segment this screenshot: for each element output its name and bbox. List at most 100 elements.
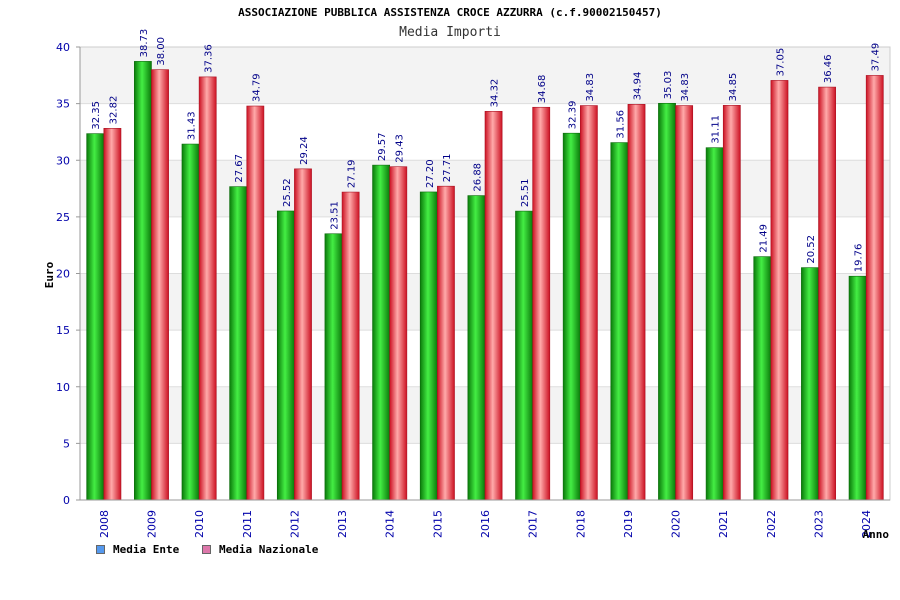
bars: [86, 61, 884, 501]
bar-ente: [801, 267, 819, 501]
bar-nazionale: [151, 69, 169, 501]
legend-label-ente: Media Ente: [113, 543, 180, 556]
x-tick-label: 2013: [336, 510, 349, 538]
data-label-ente: 21.49: [758, 224, 769, 253]
y-tick-label: 0: [63, 494, 70, 507]
bar-nazionale: [294, 168, 312, 501]
bar-ente: [419, 191, 438, 501]
bar-ente: [324, 233, 343, 501]
bar-nazionale: [579, 105, 598, 501]
bar-ente: [229, 186, 248, 501]
bar-ente: [86, 133, 105, 501]
x-tick-label: 2020: [670, 510, 683, 538]
bar-nazionale: [532, 106, 551, 501]
data-label-nazionale: 37.36: [204, 44, 215, 73]
bar-nazionale: [627, 104, 646, 501]
y-tick-label: 5: [63, 437, 70, 450]
data-label-nazionale: 37.49: [871, 43, 882, 72]
bar-ente: [610, 142, 629, 501]
y-axis: 0 5 10 15 20 25 30 35 40: [56, 41, 81, 507]
data-label-ente: 26.88: [472, 163, 483, 192]
x-tick-label: 2023: [813, 510, 826, 538]
data-label-nazionale: 32.82: [108, 96, 119, 125]
y-tick-label: 10: [56, 381, 70, 394]
legend-item-ente: Media Ente: [96, 543, 179, 556]
bar-ente: [467, 195, 486, 501]
x-tick-label: 2008: [98, 510, 111, 538]
bar-nazionale: [484, 111, 503, 501]
bar-nazionale: [865, 75, 884, 501]
bar-nazionale: [770, 80, 789, 501]
data-label-ente: 31.11: [711, 115, 722, 144]
bar-ente: [372, 164, 391, 501]
bar-ente: [705, 147, 724, 501]
x-tick-label: 2022: [765, 510, 778, 538]
bar-ente: [848, 275, 867, 501]
bar-nazionale: [246, 105, 265, 501]
x-tick-label: 2011: [241, 510, 254, 538]
data-label-ente: 32.35: [91, 101, 102, 130]
x-tick-label: 2015: [431, 510, 444, 538]
data-label-nazionale: 34.68: [537, 75, 548, 104]
x-tick-label: 2019: [622, 510, 635, 538]
data-label-nazionale: 34.79: [251, 73, 262, 102]
data-label-ente: 32.39: [568, 101, 579, 130]
y-tick-label: 35: [56, 98, 70, 111]
data-label-nazionale: 36.46: [823, 54, 834, 83]
data-label-nazionale: 29.24: [299, 136, 310, 165]
bar-ente: [515, 210, 533, 501]
data-label-nazionale: 34.32: [490, 79, 501, 108]
bar-ente: [276, 210, 295, 501]
legend-swatch-nazionale: [202, 545, 211, 554]
legend-label-nazionale: Media Nazionale: [219, 543, 319, 556]
bar-ente: [753, 256, 772, 501]
y-tick-label: 40: [56, 41, 70, 54]
data-label-ente: 35.03: [663, 71, 674, 100]
data-label-ente: 23.51: [329, 201, 340, 230]
x-tick-label: 2017: [527, 510, 540, 538]
x-tick-label: 2021: [717, 510, 730, 538]
x-axis: 2008 2009 2010 2011 2012 2013 2014 2015 2016 2017…: [80, 499, 890, 538]
data-label-nazionale: 38.00: [156, 37, 167, 66]
data-label-ente: 27.20: [425, 159, 436, 188]
bar-nazionale: [818, 86, 836, 501]
data-label-ente: 29.57: [377, 132, 388, 161]
y-tick-label: 15: [56, 324, 70, 337]
data-label-nazionale: 34.85: [728, 73, 739, 102]
y-tick-label: 20: [56, 268, 70, 281]
data-label-nazionale: 27.19: [347, 159, 358, 188]
data-label-ente: 25.52: [282, 178, 293, 207]
x-tick-label: 2018: [574, 510, 587, 538]
bar-nazionale: [389, 166, 408, 501]
bar-nazionale: [103, 128, 122, 501]
x-tick-label: 2016: [479, 510, 492, 538]
data-labels: 32.35 32.82 38.73 38.00 31.43 37.36 27.67 34.79…: [91, 29, 882, 272]
bar-ente: [134, 61, 152, 501]
data-label-ente: 20.52: [806, 235, 817, 264]
bar-nazionale: [675, 105, 694, 501]
bar-ente: [562, 132, 581, 501]
data-label-ente: 25.51: [520, 178, 531, 207]
bar-ente: [658, 102, 676, 501]
data-label-ente: 19.76: [854, 244, 865, 273]
data-label-nazionale: 34.83: [585, 73, 596, 102]
x-tick-label: 2009: [145, 510, 158, 538]
data-label-nazionale: 37.05: [775, 48, 786, 77]
x-tick-label: 2012: [288, 510, 301, 538]
y-axis-label: Euro: [43, 261, 56, 288]
data-label-ente: 31.56: [615, 110, 626, 139]
data-label-nazionale: 27.71: [442, 154, 453, 183]
y-tick-label: 25: [56, 211, 70, 224]
chart-subtitle: Media Importi: [399, 25, 501, 40]
bar-nazionale: [341, 191, 360, 501]
x-axis-label: Anno: [863, 528, 890, 541]
legend-swatch-ente: [96, 545, 105, 554]
x-tick-label: 2010: [193, 510, 206, 538]
x-tick-label: 2014: [384, 510, 397, 538]
data-label-ente: 31.43: [187, 111, 198, 140]
bar-ente: [181, 143, 200, 501]
bar-nazionale: [198, 76, 217, 501]
data-label-nazionale: 34.83: [680, 73, 691, 102]
data-label-nazionale: 34.94: [633, 72, 644, 101]
